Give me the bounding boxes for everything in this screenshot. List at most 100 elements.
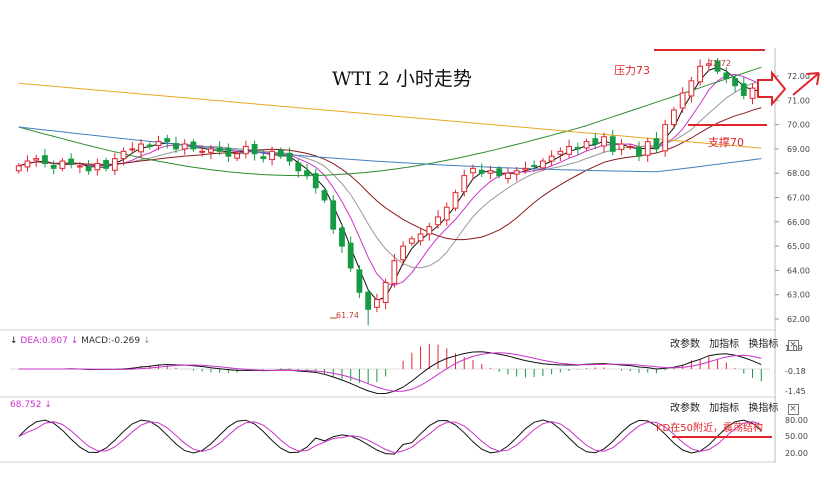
candle-body bbox=[662, 124, 669, 152]
candle-body bbox=[33, 158, 40, 161]
candle-body bbox=[251, 144, 258, 155]
y-tick-label: 71.00 bbox=[787, 96, 810, 105]
macd-tick-label: 1.09 bbox=[785, 344, 803, 353]
candle-body bbox=[732, 77, 738, 87]
dea-value: DEA:0.807 bbox=[20, 336, 68, 346]
macd-dea-line bbox=[18, 352, 762, 392]
candle-body bbox=[68, 158, 75, 164]
candle-body bbox=[295, 162, 302, 172]
y-tick-label: 64.00 bbox=[787, 266, 810, 275]
kd-value: 68.752 bbox=[10, 400, 42, 410]
macd-modify-params-button[interactable]: 改参数 bbox=[670, 339, 700, 350]
y-tick-label: 72.00 bbox=[787, 72, 810, 81]
kd-tick-label: 80.00 bbox=[785, 416, 808, 425]
candle-body bbox=[59, 160, 66, 169]
candle-body bbox=[85, 166, 92, 172]
candle-body bbox=[461, 175, 468, 193]
kd-legend: 68.752 ↓ bbox=[10, 400, 52, 410]
candle-body bbox=[173, 143, 179, 150]
candle-body bbox=[50, 164, 57, 169]
candle-body bbox=[155, 141, 162, 146]
candle-body bbox=[382, 282, 389, 303]
candle-body bbox=[627, 145, 634, 148]
candle-body bbox=[216, 147, 223, 152]
kd-tick-label: 20.00 bbox=[785, 449, 808, 458]
resistance-label: 压力73 bbox=[614, 64, 650, 77]
ma-line-black bbox=[18, 66, 762, 301]
candle-body bbox=[76, 165, 83, 168]
candle-body bbox=[443, 206, 450, 221]
ma-line-magenta bbox=[18, 73, 762, 286]
candle-body bbox=[373, 299, 380, 308]
candle-body bbox=[339, 227, 345, 247]
candle-body bbox=[15, 165, 22, 172]
kd-k-line bbox=[18, 419, 762, 455]
candle-body bbox=[697, 65, 704, 83]
kd-d-line bbox=[18, 421, 762, 454]
candle-body bbox=[260, 156, 267, 160]
candle-body bbox=[190, 141, 197, 150]
candle-body bbox=[435, 216, 441, 226]
macd-switch-indicator-button[interactable]: 换指标 bbox=[748, 339, 779, 350]
candle-body bbox=[452, 192, 459, 209]
kd-modify-params-button[interactable]: 改参数 bbox=[670, 403, 700, 414]
candle-body bbox=[269, 150, 275, 161]
candle-body bbox=[330, 200, 337, 230]
candle-body bbox=[539, 160, 546, 169]
candle-body bbox=[120, 150, 127, 160]
macd-close-icon[interactable]: × bbox=[787, 340, 799, 351]
kd-add-indicator-button[interactable]: 加指标 bbox=[709, 403, 740, 414]
ma-line-gray bbox=[18, 80, 762, 269]
candle-body bbox=[146, 144, 153, 147]
candle-body bbox=[653, 138, 660, 150]
macd-tick-label: -1.45 bbox=[785, 387, 806, 396]
candle-body bbox=[164, 138, 171, 143]
kd-switch-indicator-button[interactable]: 换指标 bbox=[748, 403, 779, 414]
up-right-arrow-icon bbox=[792, 72, 820, 96]
candle-body bbox=[574, 146, 581, 150]
candle-body bbox=[138, 143, 144, 153]
candle-body bbox=[94, 162, 101, 171]
candle-body bbox=[583, 141, 590, 149]
candle-body bbox=[225, 147, 232, 157]
ma-line-green bbox=[18, 66, 762, 177]
y-tick-label: 62.00 bbox=[787, 315, 810, 324]
candle-body bbox=[304, 170, 310, 177]
ma-line-orange bbox=[18, 82, 762, 149]
macd-dif-line bbox=[18, 351, 762, 395]
candle-body bbox=[601, 136, 607, 147]
candle-body bbox=[103, 160, 109, 169]
candle-body bbox=[705, 63, 712, 66]
candle-body bbox=[714, 60, 721, 72]
candle-body bbox=[671, 109, 677, 126]
candle-body bbox=[470, 167, 476, 174]
candle-body bbox=[592, 138, 599, 145]
kd-toolbar: 改参数 加指标 换指标 × bbox=[670, 399, 805, 415]
candle-body bbox=[42, 155, 48, 164]
candle-body bbox=[636, 146, 642, 157]
y-tick-label: 68.00 bbox=[787, 169, 810, 178]
candle-body bbox=[391, 260, 398, 285]
candle-body bbox=[618, 143, 625, 150]
candle-body bbox=[400, 245, 407, 261]
macd-tick-label: -0.18 bbox=[785, 367, 806, 376]
candle-body bbox=[242, 145, 249, 155]
kd-close-icon[interactable]: × bbox=[787, 404, 799, 415]
candle-body bbox=[522, 167, 529, 171]
candle-body bbox=[478, 169, 485, 174]
candle-body bbox=[566, 145, 572, 155]
candle-body bbox=[644, 141, 651, 156]
macd-add-indicator-button[interactable]: 加指标 bbox=[709, 339, 740, 350]
candle-body bbox=[531, 164, 538, 167]
y-tick-label: 66.00 bbox=[787, 218, 810, 227]
candle-body bbox=[208, 148, 214, 153]
candle-body bbox=[688, 80, 695, 97]
candle-body bbox=[111, 158, 118, 171]
candle-body bbox=[234, 153, 241, 159]
y-tick-label: 67.00 bbox=[787, 194, 810, 203]
y-tick-label: 69.00 bbox=[787, 145, 810, 154]
ma-line-brown bbox=[18, 107, 762, 241]
candle-body bbox=[723, 72, 730, 79]
macd-legend: ↓ DEA:0.807 ↓ MACD:-0.269 ↓ bbox=[10, 336, 151, 346]
candle-body bbox=[513, 170, 520, 175]
